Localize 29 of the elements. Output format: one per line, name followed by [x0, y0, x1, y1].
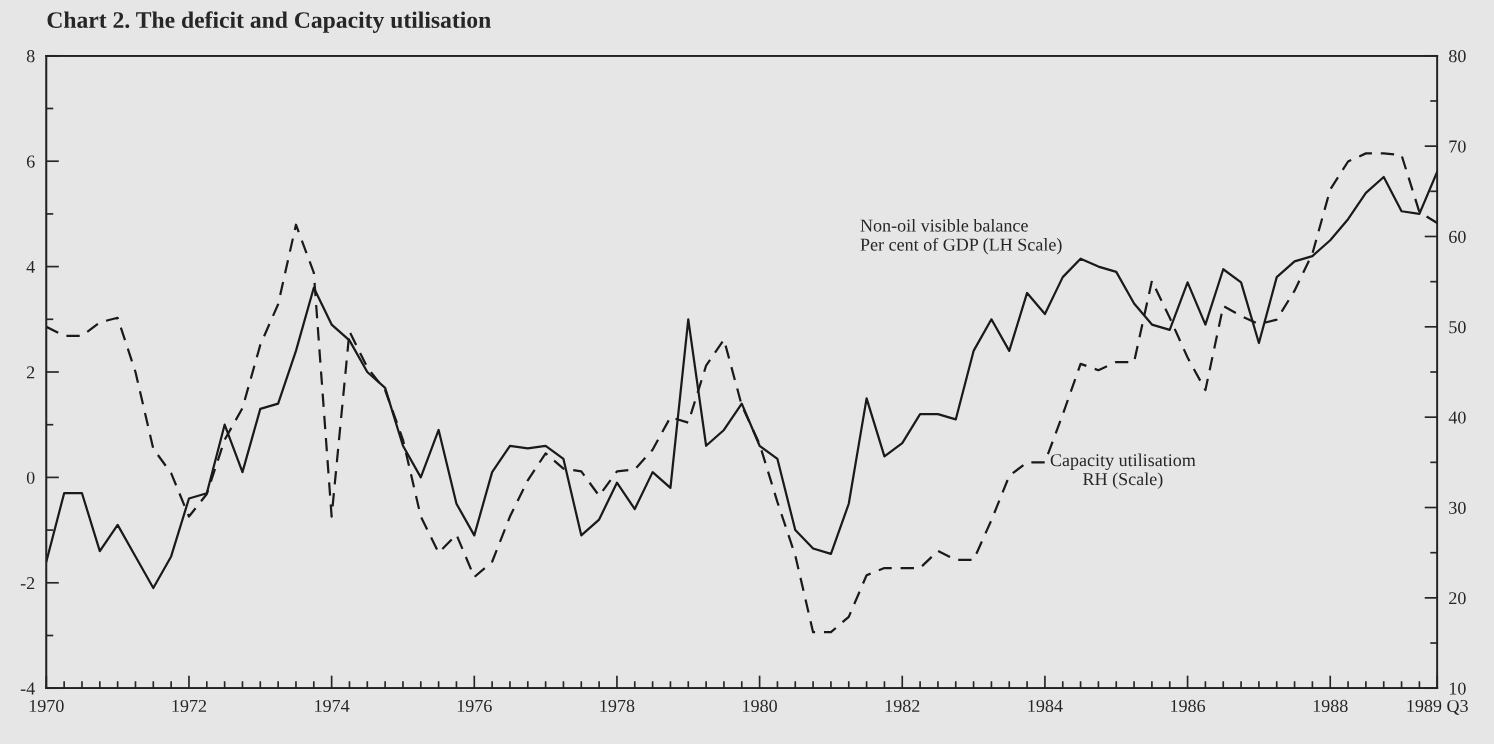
- y2-tick-label: 80: [1449, 50, 1466, 63]
- chart-title: Chart 2. The deficit and Capacity utilisation: [47, 11, 491, 33]
- y-tick-label: 8: [26, 50, 35, 63]
- y2-tick-label: 10: [1449, 682, 1466, 695]
- x-tick-label: 1970: [29, 699, 64, 713]
- x-tick-label: 1989 Q3: [1407, 699, 1468, 715]
- x-tick-label: 1978: [600, 699, 635, 713]
- x-tick-label: 1980: [743, 699, 777, 713]
- y2-tick-label: 30: [1449, 501, 1466, 514]
- y-tick-label: 4: [26, 260, 35, 273]
- y2-tick-label: 20: [1449, 592, 1466, 605]
- y2-tick-label: 50: [1449, 321, 1466, 334]
- x-tick-label: 1988: [1313, 699, 1348, 713]
- y2-tick-label: 70: [1449, 140, 1466, 153]
- y-tick-label: 6: [26, 155, 35, 168]
- x-tick-label: 1986: [1171, 699, 1206, 713]
- x-tick-label: 1984: [1028, 699, 1063, 713]
- annotation: Non-oil visible balance Per cent of GDP (LH Scale): [860, 218, 1062, 255]
- y-tick-label: 0: [26, 471, 35, 484]
- annotation: Capacity utilisatiom RH (Scale): [1050, 453, 1196, 489]
- x-tick-label: 1972: [172, 699, 207, 713]
- y-tick-label: -2: [20, 577, 35, 590]
- y2-tick-label: 60: [1449, 230, 1466, 243]
- y2-tick-label: 40: [1448, 411, 1466, 424]
- y-tick-label: -4: [20, 682, 35, 695]
- x-tick-label: 1976: [457, 699, 492, 713]
- y-tick-label: 2: [26, 366, 35, 379]
- x-tick-label: 1982: [885, 699, 920, 713]
- x-tick-label: 1974: [315, 699, 350, 713]
